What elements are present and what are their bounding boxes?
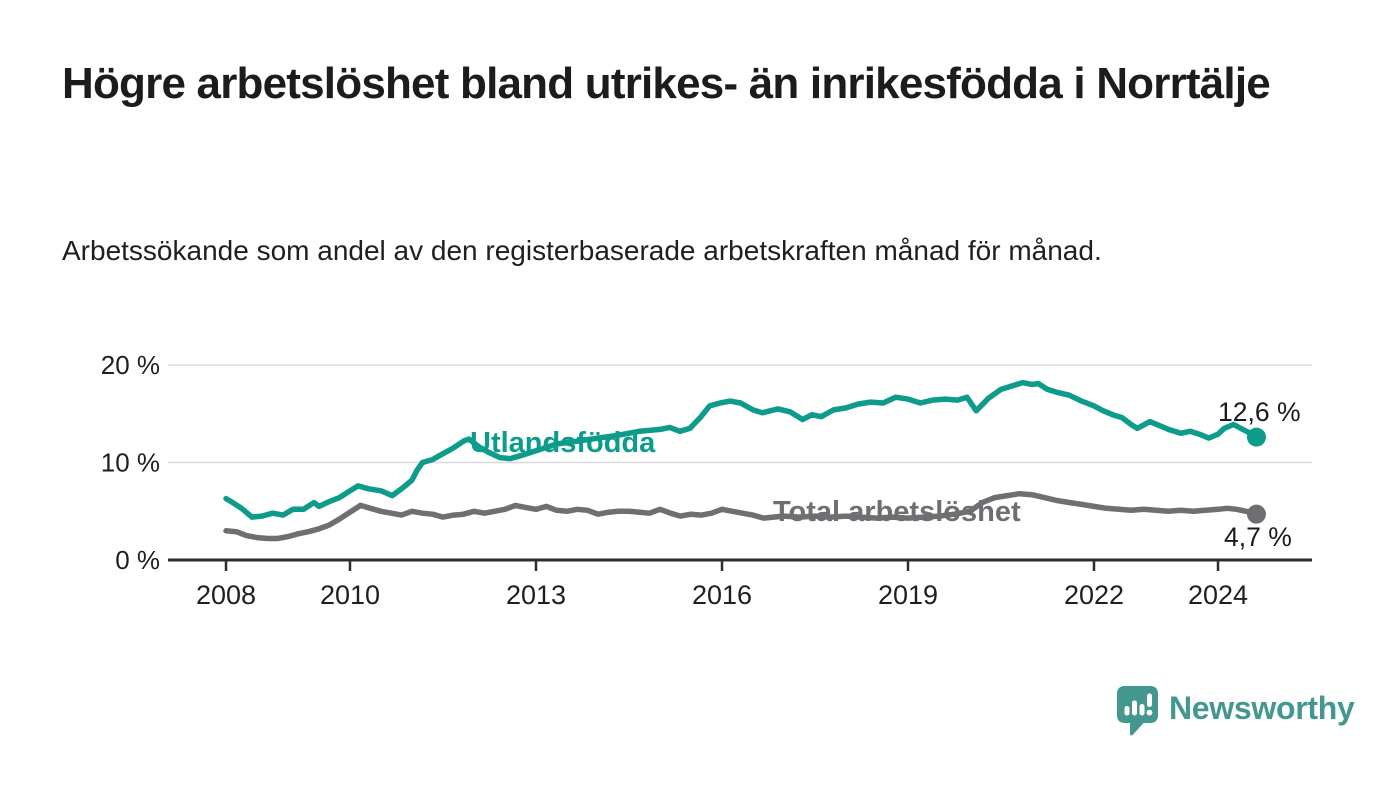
series-label-total: Total arbetslöshet — [773, 496, 1021, 528]
series-line-total — [223, 490, 1260, 542]
y-tick-label: 20 % — [101, 350, 160, 380]
series-value-label-utlandsfodda: 12,6 % — [1218, 397, 1301, 427]
speech-bubble-bar-chart-icon — [1117, 686, 1158, 736]
brand-name: Newsworthy — [1169, 690, 1355, 726]
x-tick-label: 2008 — [196, 580, 256, 610]
newsworthy-logo: Newsworthy — [1117, 686, 1355, 736]
series-end-dot-utlandsfodda — [1246, 427, 1266, 447]
chart-subtitle: Arbetssökande som andel av den registerb… — [62, 235, 1102, 266]
x-tick-label: 2013 — [506, 580, 566, 610]
x-tick-label: 2019 — [878, 580, 938, 610]
y-tick-label: 0 % — [115, 545, 160, 575]
x-tick-label: 2016 — [692, 580, 752, 610]
x-tick-label: 2024 — [1188, 580, 1248, 610]
y-tick-label: 10 % — [101, 448, 160, 478]
x-tick-label: 2022 — [1064, 580, 1124, 610]
series-end-dot-total — [1246, 504, 1266, 524]
series-value-label-total: 4,7 % — [1224, 522, 1292, 552]
x-tick-label: 2010 — [320, 580, 380, 610]
page-title: Högre arbetslöshet bland utrikes- än inr… — [62, 59, 1271, 108]
series-line-utlandsfodda — [223, 379, 1260, 520]
series-label-utlandsfodda: Utlandsfödda — [470, 427, 656, 459]
